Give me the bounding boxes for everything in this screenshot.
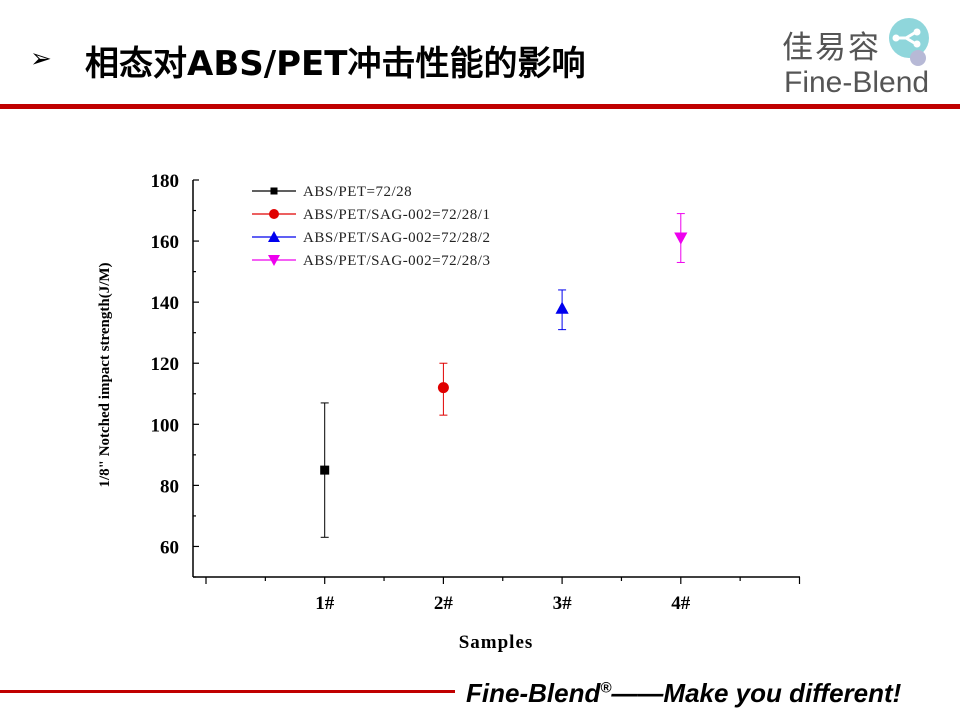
x-tick-label: 3# [553,593,573,614]
logo-chinese-text: 佳易容 [782,30,881,66]
company-logo: 佳易容 Fine-Blend [770,10,950,100]
y-axis-label: 1/8" Notched impact strength(J/M) [97,262,113,487]
legend-label: ABS/PET/SAG-002=72/28/2 [303,230,490,246]
footer-tagline: ——Make you different! [611,678,902,708]
legend-label: ABS/PET=72/28 [303,184,412,200]
legend-marker [270,187,278,195]
legend-marker [268,231,280,242]
header-divider [0,104,960,109]
y-tick-label: 100 [151,415,180,436]
bullet-arrow-icon: ➢ [30,44,52,74]
y-tick-label: 80 [160,476,179,497]
logo-molecule-icon [889,18,929,66]
footer-divider [0,690,455,693]
slide-header: ➢ 相态对ABS/PET冲击性能的影响 佳易容 Fine-Blend [0,0,960,105]
y-tick-label: 120 [151,354,180,375]
legend-marker [269,209,279,219]
x-tick-label: 1# [315,593,335,614]
data-point-4 [674,232,688,245]
footer-brand: Fine-Blend [466,678,601,708]
x-tick-label: 2# [434,593,454,614]
data-point-1 [320,465,330,475]
y-tick-label: 160 [151,232,180,253]
chart-axes [192,180,800,578]
chart-legend: ABS/PET=72/28 ABS/PET/SAG-002=72/28/1 ABS/… [252,184,490,269]
impact-strength-chart: 60 80 100 120 140 160 180 1# 2# 3# 4# ABS/PET=72/2… [97,171,801,653]
chart-data-marks [320,213,688,538]
logo-english-text: Fine-Blend [784,66,930,99]
y-tick-label: 140 [151,293,180,314]
x-axis-label: Samples [459,632,534,653]
footer-slogan: Fine-Blend®——Make you different! [466,678,901,709]
x-tick-label: 4# [671,593,691,614]
data-point-2 [437,382,449,394]
slide-title: 相态对ABS/PET冲击性能的影响 [85,44,586,84]
chart-ticks: 60 80 100 120 140 160 180 1# 2# 3# 4# [151,171,801,614]
y-tick-label: 60 [160,537,179,558]
data-point-3 [555,301,569,314]
legend-marker [268,255,280,266]
legend-label: ABS/PET/SAG-002=72/28/3 [303,253,490,269]
y-tick-label: 180 [151,171,180,192]
legend-label: ABS/PET/SAG-002=72/28/1 [303,207,490,223]
registered-mark: ® [600,679,612,697]
